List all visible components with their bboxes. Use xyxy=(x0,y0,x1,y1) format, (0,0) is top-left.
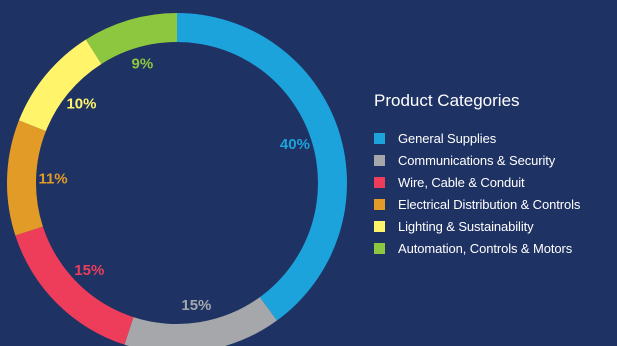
legend-label: Communications & Security xyxy=(398,152,556,168)
legend-items: General Supplies Communications & Securit… xyxy=(374,127,617,259)
legend-swatch xyxy=(374,242,385,254)
data-label-automation-controls-and-motors: 9% xyxy=(132,55,154,72)
legend-item-automation-controls-and-motors: Automation, Controls & Motors xyxy=(374,237,617,259)
legend-label: Lighting & Sustainability xyxy=(398,218,534,234)
donut-slice-wire-cable-and-conduit xyxy=(15,226,134,345)
legend-title: Product Categories xyxy=(374,91,520,110)
legend-swatch xyxy=(374,198,385,210)
legend-item-communications-and-security: Communications & Security xyxy=(374,149,617,171)
chart-legend: Product Categories General Supplies Commu… xyxy=(374,91,617,259)
legend-label: Electrical Distribution & Controls xyxy=(398,196,581,212)
donut-chart: 40% 15% 15% 11% 10% 9% xyxy=(6,13,348,346)
data-label-communications-and-security: 15% xyxy=(181,297,211,314)
legend-item-lighting-and-sustainability: Lighting & Sustainability xyxy=(374,215,617,237)
legend-item-general-supplies: General Supplies xyxy=(374,127,617,149)
donut-slice-communications-and-security xyxy=(124,297,277,346)
donut-slice-automation-controls-and-motors xyxy=(85,13,177,64)
data-label-wire-cable-and-conduit: 15% xyxy=(74,262,104,279)
data-label-general-supplies: 40% xyxy=(280,136,310,153)
legend-swatch xyxy=(374,154,385,166)
legend-item-wire-cable-and-conduit: Wire, Cable & Conduit xyxy=(374,171,617,193)
legend-swatch xyxy=(374,220,385,232)
data-label-electrical-distribution-and-controls: 11% xyxy=(38,171,67,188)
legend-label: Wire, Cable & Conduit xyxy=(398,174,525,190)
donut-slice-general-supplies xyxy=(177,13,348,321)
legend-label: Automation, Controls & Motors xyxy=(398,240,573,256)
legend-item-electrical-distribution-and-controls: Electrical Distribution & Controls xyxy=(374,193,617,215)
data-label-lighting-and-sustainability: 10% xyxy=(66,95,96,112)
legend-label: General Supplies xyxy=(398,130,497,146)
legend-swatch xyxy=(374,176,385,188)
donut-slice-electrical-distribution-and-controls xyxy=(6,120,46,236)
donut-slice-lighting-and-sustainability xyxy=(18,39,102,132)
legend-swatch xyxy=(374,132,385,144)
